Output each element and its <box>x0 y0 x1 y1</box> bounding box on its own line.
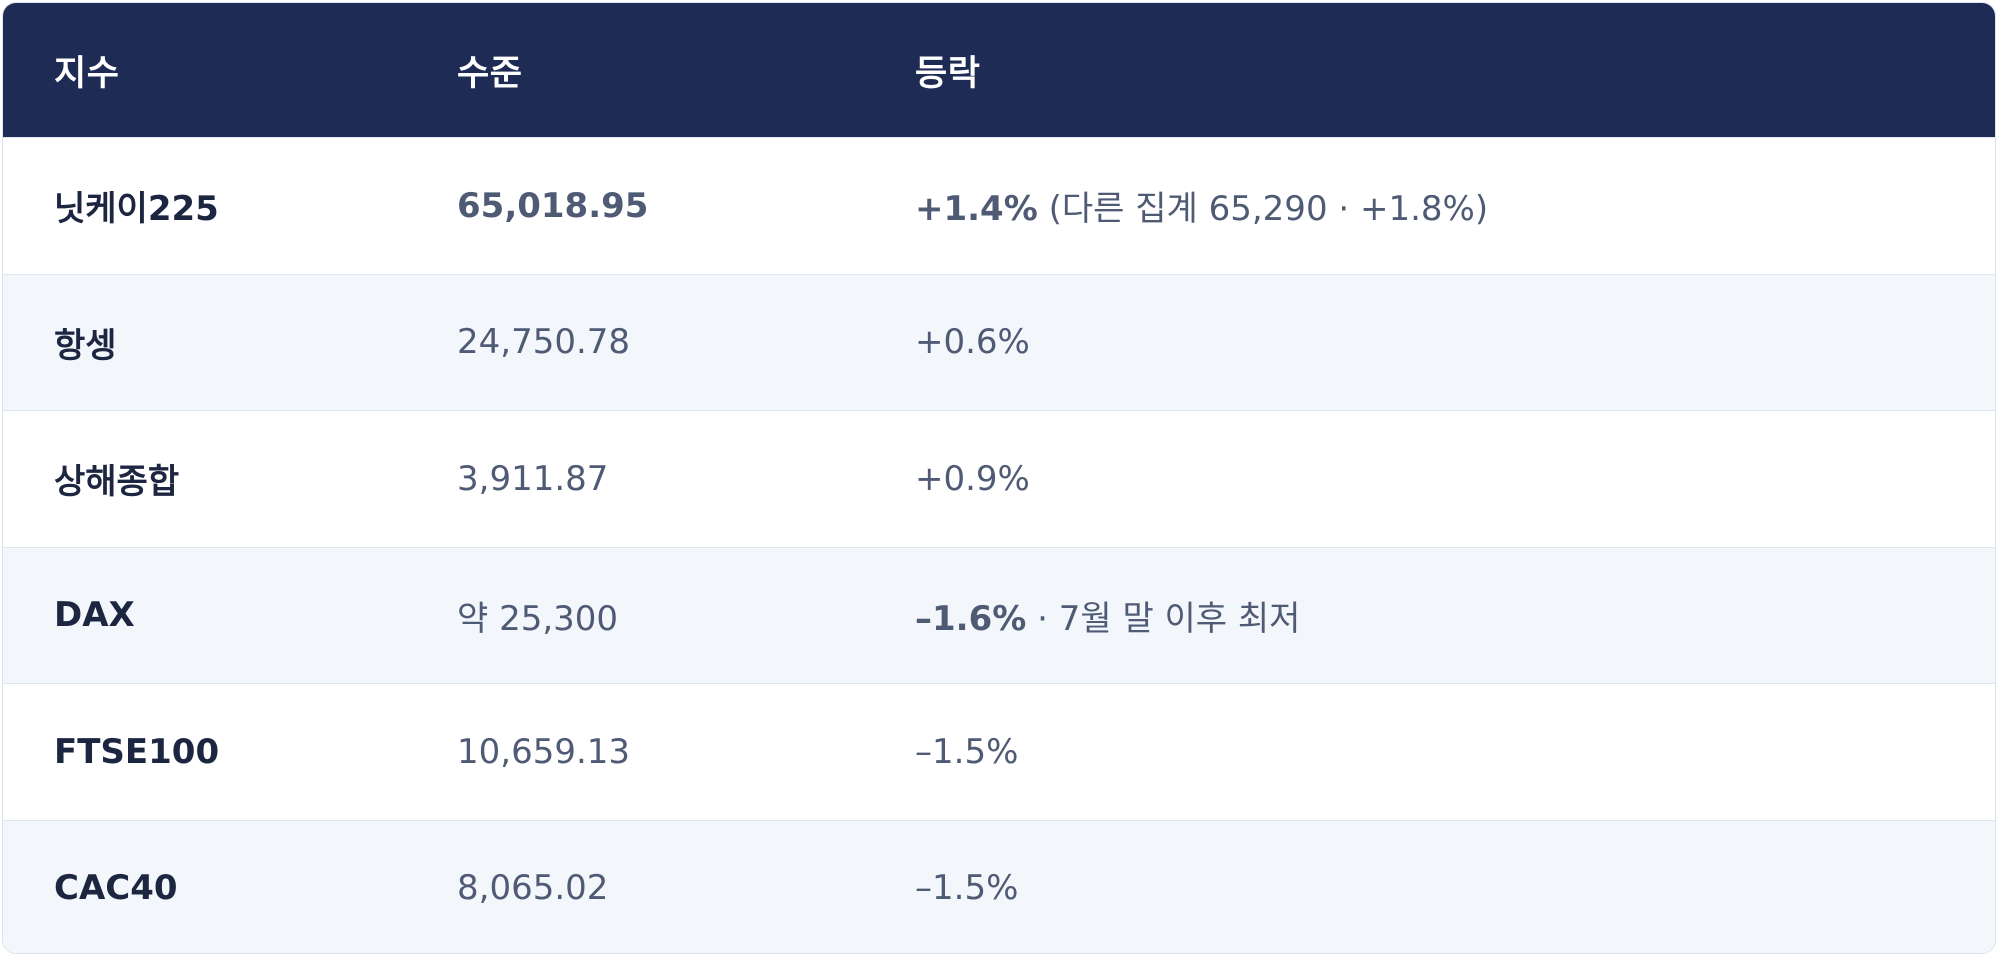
change-value: +1.4% <box>915 189 1038 230</box>
change-value: –1.6% <box>915 598 1027 639</box>
table-row: 닛케이225 65,018.95 +1.4% (다른 집계 65,290 · +… <box>3 137 1995 274</box>
index-change: +0.6% <box>915 322 1995 362</box>
header-index: 지수 <box>54 53 120 94</box>
change-value: –1.5% <box>915 731 1019 772</box>
table-row: CAC40 8,065.02 –1.5% <box>3 819 1995 953</box>
index-change: –1.6% · 7월 말 이후 최저 <box>915 591 1995 640</box>
change-value: –1.5% <box>915 868 1019 909</box>
table-row: FTSE100 10,659.13 –1.5% <box>3 683 1995 820</box>
table-header: 지수 수준 등락 <box>3 3 1995 137</box>
header-change: 등락 <box>915 53 981 94</box>
index-name: DAX <box>54 595 135 636</box>
change-value: +0.9% <box>915 458 1030 499</box>
index-level: 10,659.13 <box>457 731 631 772</box>
index-level: 65,018.95 <box>457 185 649 226</box>
change-note: · 7월 말 이후 최저 <box>1026 598 1301 639</box>
header-level: 수준 <box>457 53 523 94</box>
index-change: +1.4% (다른 집계 65,290 · +1.8%) <box>915 181 1995 230</box>
index-change: +0.9% <box>915 459 1995 499</box>
table-row: 상해종합 3,911.87 +0.9% <box>3 410 1995 547</box>
index-change: –1.5% <box>915 732 1995 772</box>
index-level: 24,750.78 <box>457 322 631 363</box>
index-name: CAC40 <box>54 868 178 909</box>
index-name: 상해종합 <box>54 462 180 503</box>
change-value: +0.6% <box>915 322 1030 363</box>
index-name: FTSE100 <box>54 731 220 772</box>
index-change: –1.5% <box>915 868 1995 908</box>
index-level: 8,065.02 <box>457 868 609 909</box>
index-name: 닛케이225 <box>54 189 219 230</box>
index-name: 항셍 <box>54 325 117 366</box>
table-row: DAX 약 25,300 –1.6% · 7월 말 이후 최저 <box>3 546 1995 683</box>
change-note: (다른 집계 65,290 · +1.8%) <box>1037 189 1489 230</box>
index-level: 약 25,300 <box>457 598 619 639</box>
table-row: 항셍 24,750.78 +0.6% <box>3 273 1995 410</box>
index-level: 3,911.87 <box>457 458 609 499</box>
